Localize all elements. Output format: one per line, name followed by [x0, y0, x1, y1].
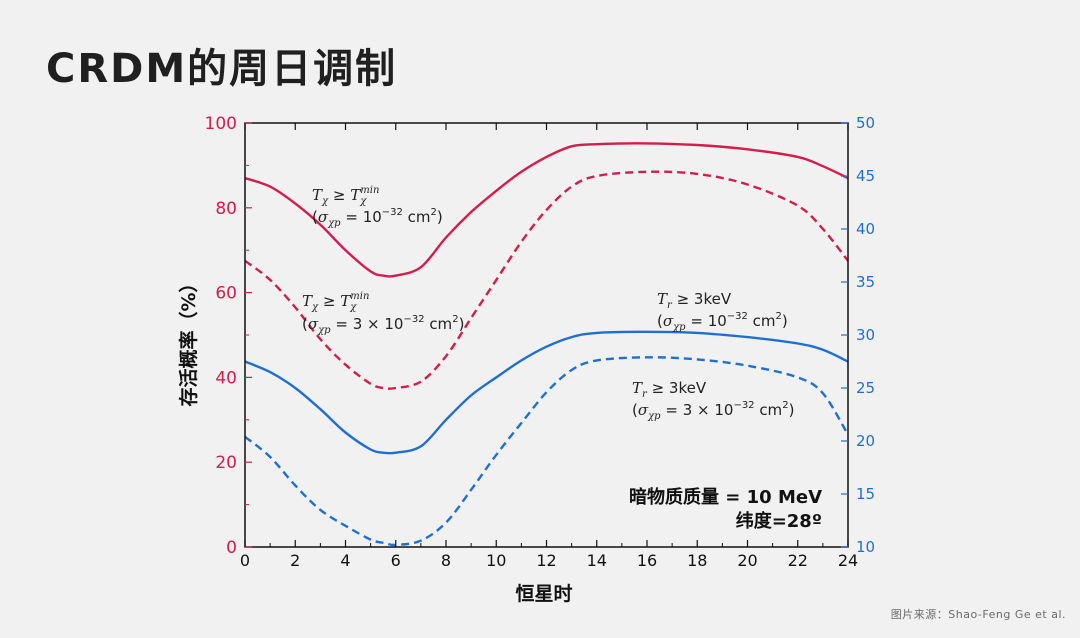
y-axis-label: 存活概率（%）	[177, 273, 200, 406]
x-tick-label: 16	[637, 551, 657, 570]
x-tick-label: 2	[290, 551, 300, 570]
y-right-tick-label: 25	[856, 379, 875, 397]
x-tick-label: 10	[486, 551, 506, 570]
svg-text:Tχ ≥ Tχmin: Tχ ≥ Tχmin	[302, 291, 369, 313]
annotation-red-dashed: Tχ ≥ Tχmin (σχp = 3 × 10−32 cm2)	[302, 291, 464, 336]
y-tick-label: 0	[226, 538, 237, 558]
svg-text:Tχ ≥ Tχmin: Tχ ≥ Tχmin	[312, 185, 379, 207]
y-right-tick-label: 45	[856, 167, 875, 185]
x-axis-label: 恒星时	[515, 583, 572, 605]
y-right-tick-label: 35	[856, 273, 875, 291]
x-tick-label: 18	[687, 551, 707, 570]
x-tick-label: 8	[441, 551, 451, 570]
y-tick-label: 40	[215, 368, 237, 388]
series-line-3	[244, 330, 849, 455]
svg-text:(σχp = 10−32 cm2): (σχp = 10−32 cm2)	[657, 311, 788, 333]
image-credit: 图片来源：Shao-Feng Ge et al.	[890, 608, 1066, 621]
x-tick-label: 20	[737, 551, 757, 570]
y-right-tick-label: 15	[856, 485, 875, 503]
x-tick-label: 12	[536, 551, 556, 570]
svg-text:Tr ≥ 3keV: Tr ≥ 3keV	[657, 290, 732, 311]
svg-text:Tr ≥ 3keV: Tr ≥ 3keV	[632, 379, 707, 400]
y-right-tick-label: 50	[856, 114, 875, 132]
series-line-2	[244, 170, 849, 390]
series-line-1	[244, 142, 849, 278]
series-line-4	[244, 356, 850, 547]
annotation-red-solid: Tχ ≥ Tχmin (σχp = 10−32 cm2)	[312, 185, 443, 229]
x-tick-label: 4	[340, 551, 350, 570]
x-tick-label: 14	[587, 551, 607, 570]
y-tick-label: 20	[215, 453, 237, 473]
y-right-tick-label: 30	[856, 326, 875, 344]
x-tick-label: 24	[838, 551, 858, 570]
x-tick-label: 6	[391, 551, 401, 570]
x-tick-label: 0	[240, 551, 250, 570]
info-dark-matter-mass: 暗物质质量 = 10 MeV	[629, 486, 822, 508]
y-right-tick-label: 20	[856, 432, 875, 450]
y-tick-label: 60	[215, 284, 237, 304]
annotation-blue-dashed: Tr ≥ 3keV (σχp = 3 × 10−32 cm2)	[632, 379, 794, 422]
page-title: CRDM的周日调制	[46, 46, 398, 92]
info-latitude: 纬度=28º	[736, 510, 822, 532]
y-right-tick-label: 40	[856, 220, 875, 238]
svg-text:(σχp = 3 × 10−32 cm2): (σχp = 3 × 10−32 cm2)	[302, 314, 464, 336]
x-tick-label: 22	[788, 551, 808, 570]
y-tick-label: 100	[205, 114, 237, 134]
y-right-tick-label: 10	[856, 538, 875, 556]
annotation-blue-solid: Tr ≥ 3keV (σχp = 10−32 cm2)	[657, 290, 788, 333]
svg-text:(σχp = 10−32 cm2): (σχp = 10−32 cm2)	[312, 207, 443, 229]
y-tick-label: 80	[215, 199, 237, 219]
svg-text:(σχp = 3 × 10−32 cm2): (σχp = 3 × 10−32 cm2)	[632, 400, 794, 422]
